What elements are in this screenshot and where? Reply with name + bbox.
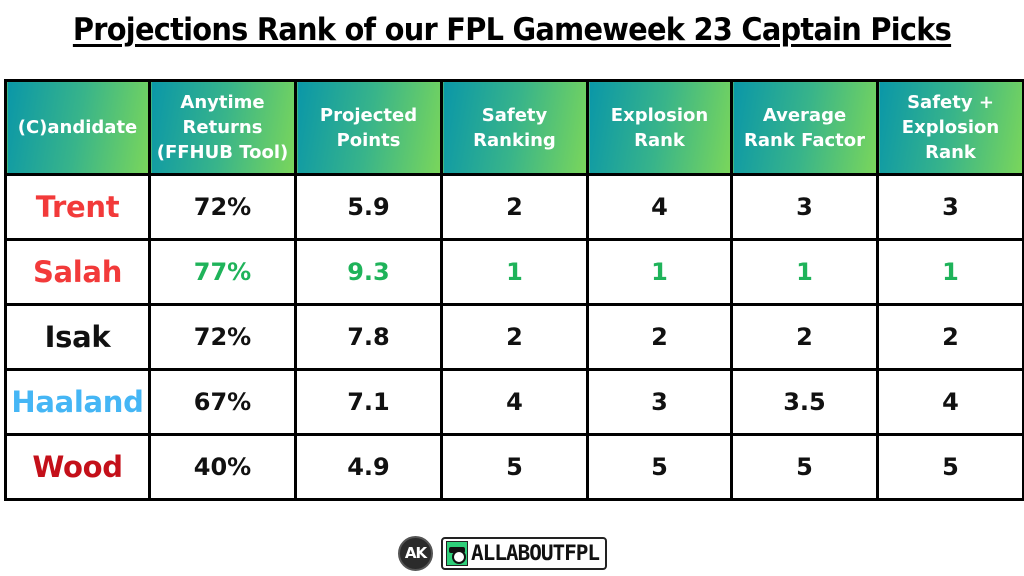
safety-explosion-rank-cell: 1 <box>876 238 1024 306</box>
safety-ranking-cell: 2 <box>440 303 589 371</box>
safety-ranking-cell: 1 <box>440 238 589 306</box>
ak-logo-text: AK <box>404 544 427 562</box>
column-header-line: Returns <box>182 117 263 138</box>
column-header-line: Projected <box>319 104 418 126</box>
projected-points-cell: 7.1 <box>294 368 443 436</box>
table-row: Haaland 67% 7.1 4 3 3.5 4 <box>4 368 1024 436</box>
average-rank-factor-cell: 3 <box>730 173 879 241</box>
safety-ranking-cell: 4 <box>440 368 589 436</box>
candidate-name: Salah <box>4 238 151 306</box>
column-header-line: Safety <box>481 104 548 126</box>
column-header: Safety + Explosion Rank <box>876 79 1024 176</box>
candidate-name: Trent <box>4 173 151 241</box>
column-header-line: (C)andidate <box>17 117 138 138</box>
projected-points-cell: 4.9 <box>294 433 443 501</box>
anytime-returns-cell: 40% <box>148 433 297 501</box>
ak-logo-icon: AK <box>398 535 433 571</box>
projected-points-cell: 5.9 <box>294 173 443 241</box>
explosion-rank-cell: 5 <box>586 433 733 501</box>
table-row: Salah 77% 9.3 1 1 1 1 <box>4 238 1024 306</box>
safety-ranking-cell: 2 <box>440 173 589 241</box>
safety-explosion-rank-cell: 4 <box>876 368 1024 436</box>
average-rank-factor-cell: 3.5 <box>730 368 879 436</box>
captain-projections-table: (C)andidate Anytime Returns (FFHUB Tool) Pro… <box>4 79 1024 501</box>
column-header-line: Points <box>336 129 401 151</box>
anytime-returns-cell: 77% <box>148 238 297 306</box>
safety-explosion-rank-cell: 5 <box>876 433 1024 501</box>
boot-and-ball-icon <box>446 540 468 566</box>
column-header: Average Rank Factor <box>730 79 879 176</box>
average-rank-factor-cell: 2 <box>730 303 879 371</box>
table-row: Wood 40% 4.9 5 5 5 5 <box>4 433 1024 501</box>
brand-text: ALLABOUTFPL <box>471 541 600 565</box>
column-header-line: Average <box>762 104 847 126</box>
average-rank-factor-cell: 1 <box>730 238 879 306</box>
column-header: Anytime Returns (FFHUB Tool) <box>148 79 297 176</box>
anytime-returns-cell: 72% <box>148 303 297 371</box>
column-header-line: Rank <box>925 142 976 163</box>
explosion-rank-cell: 1 <box>586 238 733 306</box>
column-header-line: (FFHUB Tool) <box>156 142 289 163</box>
explosion-rank-cell: 2 <box>586 303 733 371</box>
column-header-line: Explosion <box>610 104 709 126</box>
table-row: Trent 72% 5.9 2 4 3 3 <box>4 173 1024 241</box>
projected-points-cell: 9.3 <box>294 238 443 306</box>
projected-points-cell: 7.8 <box>294 303 443 371</box>
safety-ranking-cell: 5 <box>440 433 589 501</box>
average-rank-factor-cell: 5 <box>730 433 879 501</box>
column-header: Safety Ranking <box>440 79 589 176</box>
candidate-name: Wood <box>4 433 151 501</box>
column-header-line: Rank <box>634 129 685 151</box>
column-header: Projected Points <box>294 79 443 176</box>
table-row: Isak 72% 7.8 2 2 2 2 <box>4 303 1024 371</box>
column-header-line: Explosion <box>901 117 1000 138</box>
table-body: Trent 72% 5.9 2 4 3 3 Salah 77% 9.3 1 1 1 1 Isak 72% 7.8… <box>4 173 1024 501</box>
allaboutfpl-logo: ALLABOUTFPL <box>441 536 608 570</box>
column-header: Explosion Rank <box>586 79 733 176</box>
explosion-rank-cell: 4 <box>586 173 733 241</box>
candidate-name: Isak <box>4 303 151 371</box>
page-title: Projections Rank of our FPL Gameweek 23 … <box>36 12 988 48</box>
column-header-line: Ranking <box>473 129 556 151</box>
column-header: (C)andidate <box>4 79 151 176</box>
anytime-returns-cell: 67% <box>148 368 297 436</box>
column-header-line: Anytime <box>180 92 265 113</box>
safety-explosion-rank-cell: 3 <box>876 173 1024 241</box>
safety-explosion-rank-cell: 2 <box>876 303 1024 371</box>
header-row: (C)andidate Anytime Returns (FFHUB Tool) Pro… <box>4 79 1024 176</box>
column-header-line: Rank Factor <box>744 129 865 151</box>
explosion-rank-cell: 3 <box>586 368 733 436</box>
page-title-text: Projections Rank of our FPL Gameweek 23 … <box>72 12 952 48</box>
footer-logos: AK ALLABOUTFPL <box>398 534 638 572</box>
anytime-returns-cell: 72% <box>148 173 297 241</box>
column-header-line: Safety + <box>907 92 994 113</box>
candidate-name: Haaland <box>4 368 151 436</box>
